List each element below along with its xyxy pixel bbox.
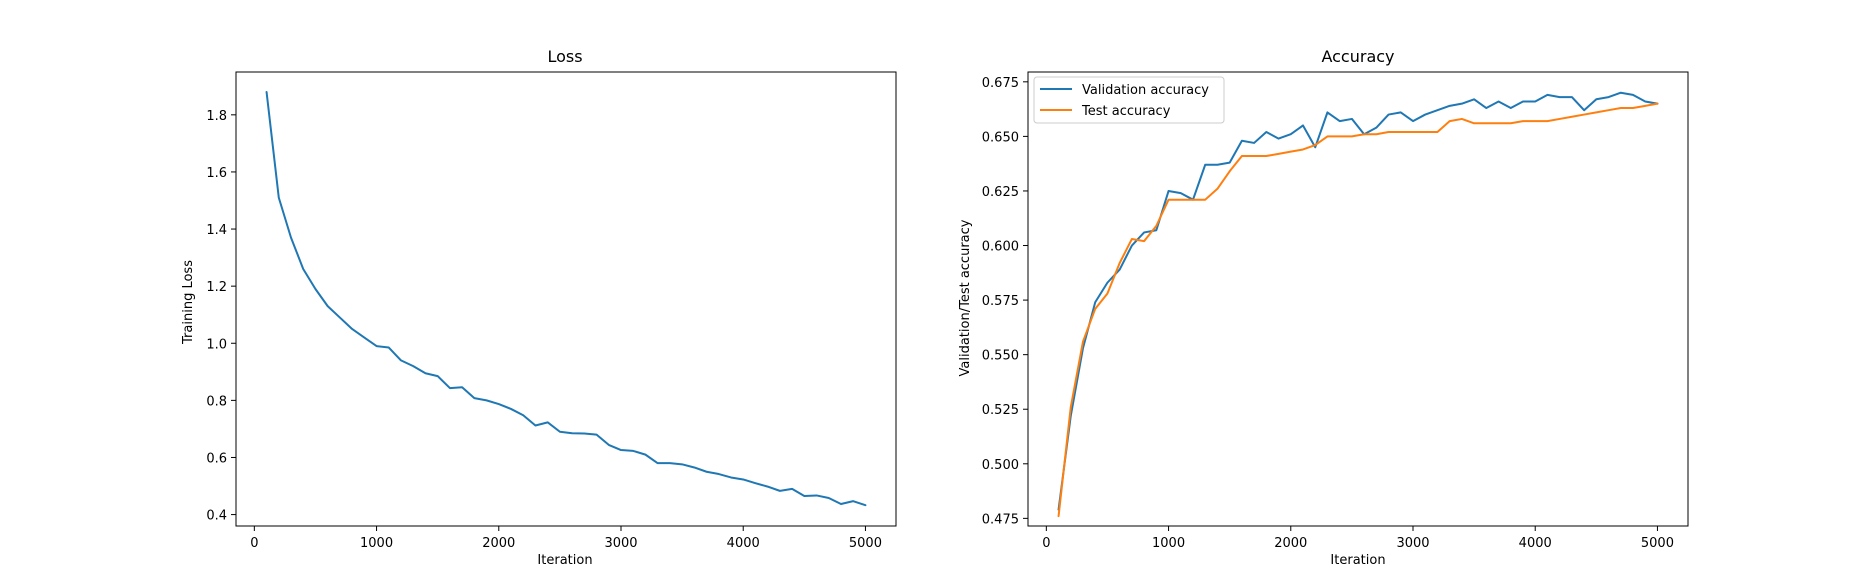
legend-label-validation: Validation accuracy — [1082, 83, 1209, 98]
loss-x-tick-label: 2000 — [482, 536, 515, 551]
loss-series — [265, 90, 867, 507]
accuracy-x-tick-label: 4000 — [1519, 536, 1552, 551]
loss-x-axis-label: Iteration — [537, 553, 592, 568]
accuracy-y-tick-label: 0.625 — [982, 185, 1019, 200]
loss-series-line — [265, 90, 867, 507]
accuracy-axes-frame — [1027, 71, 1689, 527]
loss-y-tick-label: 1.4 — [206, 223, 227, 238]
accuracy-x-axis-label: Iteration — [1330, 553, 1385, 568]
loss-y-tick-label: 1.8 — [206, 109, 227, 124]
loss-ticks: 0 1000 2000 3000 4000 5000 0.4 0.6 0.8 1.0 1.2 1.4 1… — [206, 109, 882, 551]
loss-y-tick-label: 1.0 — [206, 337, 227, 352]
accuracy-chart-title: Accuracy — [1321, 47, 1394, 66]
loss-axes-frame — [235, 71, 897, 527]
accuracy-legend: Validation accuracy Test accuracy — [1033, 76, 1225, 124]
loss-y-tick-label: 1.6 — [206, 166, 227, 181]
loss-x-tick-label: 4000 — [727, 536, 760, 551]
legend-box — [1033, 76, 1225, 124]
loss-y-tick-label: 1.2 — [206, 280, 227, 295]
loss-x-tick-label: 5000 — [849, 536, 882, 551]
loss-subplot: Loss Iteration Training Loss 0 1000 2000 30… — [181, 47, 897, 568]
loss-x-tick-label: 1000 — [360, 536, 393, 551]
accuracy-y-tick-label: 0.475 — [982, 512, 1019, 527]
accuracy-x-tick-label: 1000 — [1152, 536, 1185, 551]
accuracy-x-tick-label: 2000 — [1274, 536, 1307, 551]
accuracy-y-tick-label: 0.675 — [982, 76, 1019, 91]
legend-label-test: Test accuracy — [1081, 104, 1171, 119]
loss-y-axis-label: Training Loss — [181, 260, 196, 345]
accuracy-y-tick-label: 0.550 — [982, 349, 1019, 364]
accuracy-y-tick-label: 0.500 — [982, 458, 1019, 473]
loss-chart-title: Loss — [547, 47, 582, 66]
loss-x-tick-label: 0 — [250, 536, 258, 551]
accuracy-series — [1057, 91, 1659, 518]
accuracy-x-tick-label: 3000 — [1396, 536, 1429, 551]
loss-x-tick-label: 3000 — [604, 536, 637, 551]
accuracy-series-test-accuracy — [1057, 102, 1659, 518]
loss-y-tick-label: 0.4 — [206, 509, 227, 524]
accuracy-x-tick-label: 5000 — [1641, 536, 1674, 551]
accuracy-ticks: 0 1000 2000 3000 4000 5000 0.475 0.500 0.525 0.55… — [982, 76, 1674, 551]
loss-y-tick-label: 0.6 — [206, 451, 227, 466]
accuracy-y-tick-label: 0.525 — [982, 403, 1019, 418]
accuracy-y-axis-label: Validation/Test accuracy — [958, 219, 973, 376]
loss-y-tick-label: 0.8 — [206, 394, 227, 409]
accuracy-series-validation-accuracy — [1057, 91, 1659, 511]
accuracy-x-tick-label: 0 — [1042, 536, 1050, 551]
accuracy-subplot: Accuracy Iteration Validation/Test accur… — [958, 47, 1689, 568]
accuracy-y-tick-label: 0.650 — [982, 130, 1019, 145]
accuracy-y-tick-label: 0.600 — [982, 240, 1019, 255]
accuracy-y-tick-label: 0.575 — [982, 294, 1019, 309]
